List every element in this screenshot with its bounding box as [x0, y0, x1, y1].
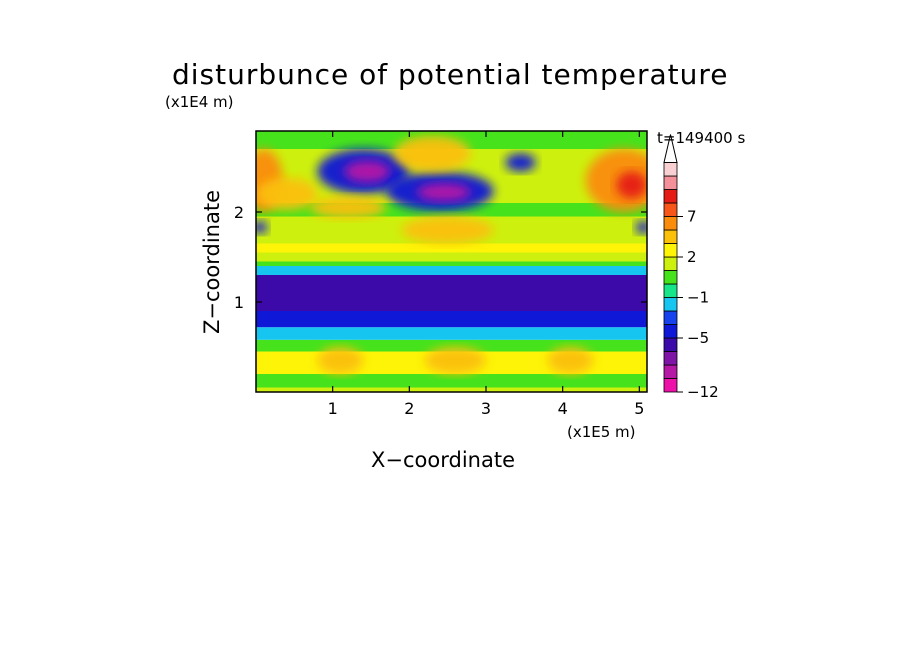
colorbar-segment: [663, 189, 678, 204]
warm-anomaly: [256, 177, 318, 211]
colorbar-tick-label: −1: [687, 289, 709, 307]
x-axis: 1 2 3 4 5: [328, 131, 644, 418]
chart-title: disturbunce of potential temperature: [172, 58, 729, 91]
field-band: [256, 261, 647, 266]
x-axis-title: X−coordinate: [371, 448, 515, 472]
warm-anomaly: [309, 196, 387, 219]
y-tick-label: 1: [234, 293, 244, 312]
colorbar: 7 2 −1 −5 −12: [663, 134, 719, 401]
cold-anomaly: [256, 221, 268, 234]
cold-anomaly: [344, 160, 391, 183]
colorbar-segment: [663, 229, 678, 244]
field-band: [256, 252, 647, 262]
colorbar-tick-label: 7: [687, 208, 697, 226]
field-band: [256, 311, 647, 328]
y-tick-label: 2: [234, 203, 244, 222]
colorbar-segment: [663, 270, 678, 285]
warm-anomaly: [401, 216, 494, 244]
field-band: [256, 374, 647, 388]
colorbar-segment: [663, 351, 678, 366]
colorbar-segment: [663, 216, 678, 231]
colorbar-segment: [663, 364, 678, 379]
colorbar-segment: [663, 378, 678, 393]
x-tick-label: 3: [481, 399, 491, 418]
colorbar-segment: [663, 202, 678, 217]
x-tick-label: 2: [404, 399, 414, 418]
x-tick-label: 5: [634, 399, 644, 418]
colorbar-segment: [663, 310, 678, 325]
y-unit-label: (x1E4 m): [165, 93, 234, 111]
colorbar-segment: [663, 243, 678, 258]
plot-frame: [255, 130, 648, 393]
colorbar-extend-arrow: [663, 134, 678, 163]
colorbar-tick-label: 2: [687, 248, 697, 266]
colorbar-segment: [663, 175, 678, 190]
x-unit-label: (x1E5 m): [567, 423, 636, 441]
cold-anomaly: [505, 153, 536, 172]
field-band: [256, 387, 647, 392]
cold-anomaly: [635, 221, 647, 234]
y-axis-title: Z−coordinate: [200, 190, 224, 334]
y-axis: 12: [234, 203, 647, 312]
colorbar-segment: [663, 324, 678, 339]
warm-anomaly: [317, 347, 364, 374]
colorbar-tick-label: −12: [687, 383, 719, 401]
field-band: [256, 275, 647, 311]
cold-anomaly: [417, 183, 471, 202]
x-tick-label: 1: [328, 399, 338, 418]
warm-anomaly: [394, 135, 471, 172]
colorbar-segment: [663, 256, 678, 271]
x-tick-label: 4: [558, 399, 568, 418]
colorbar-segment: [663, 283, 678, 298]
colorbar-segment: [663, 337, 678, 352]
colorbar-tick-label: −5: [687, 329, 709, 347]
field-band: [256, 243, 647, 253]
warm-anomaly: [424, 347, 487, 374]
warm-anomaly: [616, 171, 647, 199]
field-band: [256, 327, 647, 340]
field-band: [256, 339, 647, 352]
colorbar-segment: [663, 162, 678, 177]
time-label: t=149400 s: [657, 129, 746, 147]
warm-anomaly: [547, 347, 594, 374]
contour-field: [256, 131, 647, 392]
field-band: [256, 266, 647, 275]
colorbar-segment: [663, 297, 678, 312]
